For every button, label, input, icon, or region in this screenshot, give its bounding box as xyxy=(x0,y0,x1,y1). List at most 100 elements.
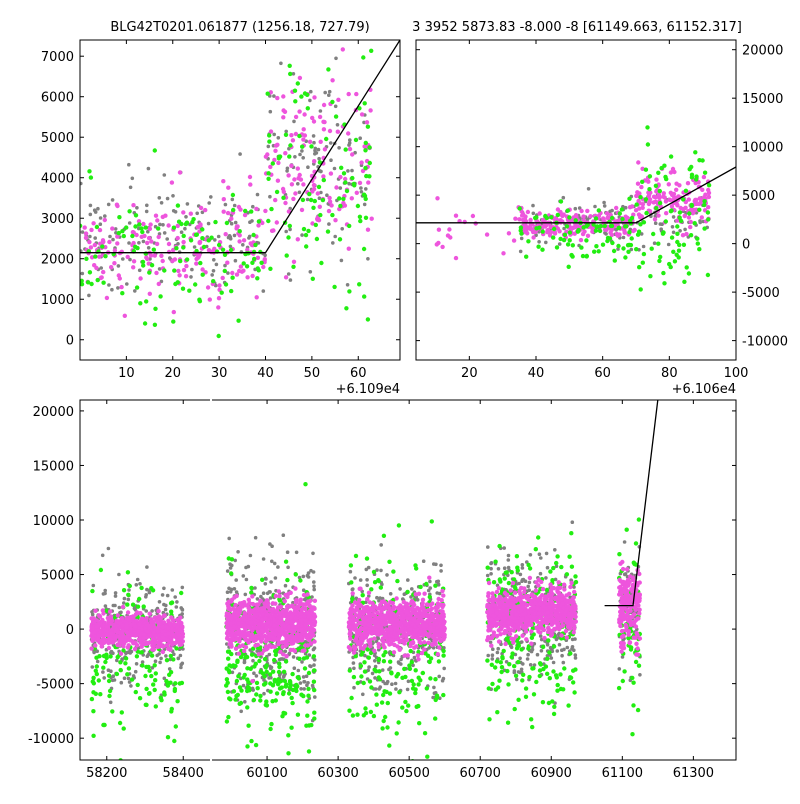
point-green xyxy=(102,723,106,727)
point-green xyxy=(138,696,142,700)
point-green xyxy=(241,675,245,679)
point-magenta xyxy=(323,147,327,151)
point-magenta xyxy=(84,236,88,240)
point-magenta xyxy=(139,641,143,645)
point-gray xyxy=(161,223,165,227)
point-magenta xyxy=(311,605,315,609)
point-gray xyxy=(587,187,591,191)
point-green xyxy=(119,668,123,672)
point-magenta xyxy=(96,634,100,638)
point-magenta xyxy=(281,622,285,626)
point-gray xyxy=(131,177,135,181)
point-gray xyxy=(299,681,303,685)
point-magenta xyxy=(256,256,260,260)
point-magenta xyxy=(579,209,583,213)
point-magenta xyxy=(688,225,692,229)
point-green xyxy=(94,669,98,673)
point-gray xyxy=(135,206,139,210)
point-green xyxy=(288,685,292,689)
point-gray xyxy=(306,165,310,169)
point-magenta xyxy=(636,182,640,186)
point-green xyxy=(158,294,162,298)
point-gray xyxy=(442,667,446,671)
point-green xyxy=(122,726,126,730)
point-green xyxy=(646,142,650,146)
point-magenta xyxy=(140,617,144,621)
point-magenta xyxy=(84,231,88,235)
point-magenta xyxy=(336,130,340,134)
point-gray xyxy=(113,678,117,682)
point-green xyxy=(172,268,176,272)
point-gray xyxy=(364,187,368,191)
point-gray xyxy=(264,577,268,581)
point-green xyxy=(338,237,342,241)
point-green xyxy=(670,235,674,239)
point-magenta xyxy=(347,247,351,251)
point-green xyxy=(349,580,353,584)
point-green xyxy=(687,211,691,215)
point-green xyxy=(352,183,356,187)
point-green xyxy=(693,221,697,225)
point-magenta xyxy=(120,616,124,620)
point-magenta xyxy=(255,603,259,607)
point-green xyxy=(125,672,129,676)
point-gray xyxy=(315,151,319,155)
point-green xyxy=(359,664,363,668)
point-green xyxy=(246,724,250,728)
point-green xyxy=(559,199,563,203)
point-green xyxy=(620,207,624,211)
point-magenta xyxy=(313,620,317,624)
point-gray xyxy=(365,578,369,582)
point-green xyxy=(312,668,316,672)
point-magenta xyxy=(359,160,363,164)
point-gray xyxy=(339,186,343,190)
point-green xyxy=(306,694,310,698)
point-magenta xyxy=(262,605,266,609)
point-green xyxy=(321,198,325,202)
point-green xyxy=(108,689,112,693)
point-magenta xyxy=(233,609,237,613)
point-green xyxy=(612,249,616,253)
point-magenta xyxy=(111,623,115,627)
point-green xyxy=(130,677,134,681)
point-green xyxy=(689,165,693,169)
point-gray xyxy=(288,228,292,232)
point-magenta xyxy=(275,220,279,224)
point-magenta xyxy=(422,640,426,644)
point-gray xyxy=(302,575,306,579)
point-green xyxy=(609,224,613,228)
point-gray xyxy=(359,186,363,190)
point-gray xyxy=(263,253,267,257)
point-green xyxy=(309,198,313,202)
point-green xyxy=(200,227,204,231)
point-green xyxy=(425,686,429,690)
point-gray xyxy=(302,687,306,691)
point-gray xyxy=(428,580,432,584)
point-magenta xyxy=(248,175,252,179)
point-magenta xyxy=(93,243,97,247)
point-magenta xyxy=(147,625,151,629)
point-gray xyxy=(269,667,273,671)
point-green xyxy=(170,707,174,711)
point-gray xyxy=(302,680,306,684)
points-layer xyxy=(78,19,374,339)
point-gray xyxy=(183,227,187,231)
point-gray xyxy=(349,570,353,574)
point-gray xyxy=(378,596,382,600)
point-gray xyxy=(389,592,393,596)
point-gray xyxy=(172,209,176,213)
point-magenta xyxy=(634,194,638,198)
point-green xyxy=(89,282,93,286)
point-green xyxy=(426,654,430,658)
point-magenta xyxy=(194,261,198,265)
point-gray xyxy=(251,659,255,663)
point-magenta xyxy=(103,218,107,222)
point-green xyxy=(307,671,311,675)
point-green xyxy=(245,264,249,268)
point-green xyxy=(135,246,139,250)
point-green xyxy=(549,215,553,219)
point-magenta xyxy=(471,214,475,218)
point-green xyxy=(637,265,641,269)
point-gray xyxy=(671,225,675,229)
point-green xyxy=(267,139,271,143)
